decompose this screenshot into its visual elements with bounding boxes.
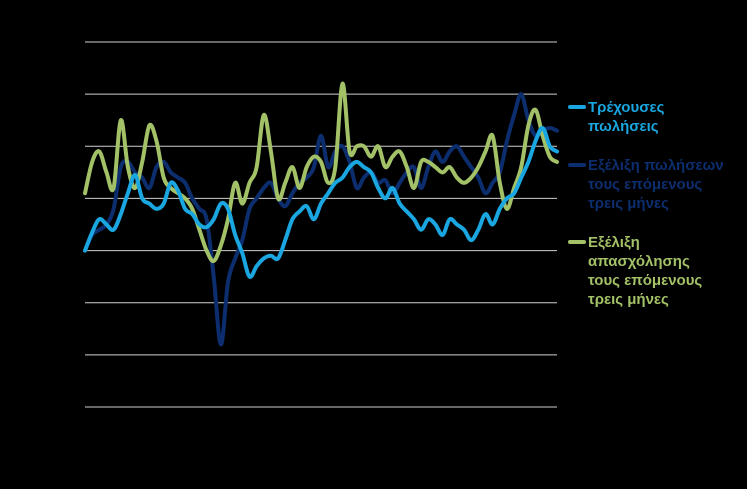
legend-label-employment-outlook: Εξέλιξη απασχόλησης τους επόμενους τρεις… [588, 234, 703, 308]
legend-label-sales-outlook: Εξέλιξη πωλήσεων τους επόμενους τρεις μή… [588, 157, 724, 212]
series-line-current-sales [83, 126, 559, 279]
series-lines [83, 81, 559, 347]
legend-label-current-sales: Τρέχουσες πωλήσεις [588, 99, 665, 135]
gridlines [85, 41, 557, 408]
legend-swatch-employment-outlook [568, 240, 586, 244]
legend-item-sales-outlook: Εξέλιξη πωλήσεων τους επόμενους τρεις μή… [568, 156, 746, 213]
legend-item-current-sales: Τρέχουσες πωλήσεις [568, 98, 746, 136]
legend-swatch-current-sales [568, 105, 586, 109]
series-line-employment-outlook [83, 81, 559, 264]
series-line-sales-outlook [83, 92, 559, 347]
legend-swatch-sales-outlook [568, 163, 586, 167]
legend: Τρέχουσες πωλήσεις Εξέλιξη πωλήσεων τους… [568, 98, 746, 329]
legend-item-employment-outlook: Εξέλιξη απασχόλησης τους επόμενους τρεις… [568, 233, 746, 309]
